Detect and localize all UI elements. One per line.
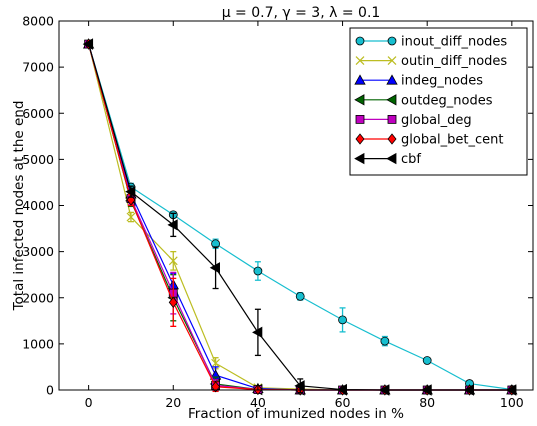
legend-label: global_deg — [401, 113, 472, 128]
x-tick-label: 20 — [165, 395, 181, 410]
x-tick-label: 60 — [335, 395, 351, 410]
data-point — [126, 212, 136, 222]
legend-marker — [355, 133, 365, 145]
data-point — [211, 381, 221, 393]
y-tick-label: 0 — [46, 383, 54, 398]
legend-item-outdeg_nodes: outdeg_nodes — [354, 93, 493, 108]
y-tick-label: 4000 — [22, 198, 54, 213]
y-tick-label: 6000 — [22, 106, 54, 121]
legend-box — [349, 27, 528, 176]
chart-title: μ = 0.7, γ = 3, λ = 0.1 — [222, 5, 381, 21]
legend-marker — [355, 115, 365, 124]
axes: 0 20 40 60 80 1000100020003000400050006000700… — [22, 14, 533, 410]
x-tick-label: 80 — [419, 395, 435, 410]
data-point — [338, 315, 347, 325]
data-point — [295, 291, 305, 301]
legend-marker — [387, 115, 397, 124]
legend-marker — [354, 74, 366, 85]
legend-item-outin_diff_nodes: outin_diff_nodes — [355, 54, 507, 69]
y-tick-label: 8000 — [22, 14, 54, 29]
y-tick-label: 2000 — [22, 290, 54, 305]
data-point — [125, 185, 136, 198]
data-point — [253, 266, 263, 276]
legend-item-indeg_nodes: indeg_nodes — [354, 74, 483, 89]
y-tick-label: 1000 — [22, 336, 54, 351]
legend-marker — [386, 94, 397, 106]
data-point — [294, 380, 305, 392]
data-point — [82, 38, 94, 50]
data-point — [209, 262, 220, 274]
x-tick-label: 40 — [250, 395, 266, 410]
x-tick-label: 0 — [85, 395, 93, 410]
y-tick-label: 5000 — [22, 152, 54, 167]
y-tick-label: 7000 — [22, 60, 54, 75]
legend-item-inout_diff_nodes: inout_diff_nodes — [355, 35, 507, 50]
data-point — [168, 296, 178, 309]
legend-marker — [354, 94, 365, 106]
legend-marker — [387, 133, 397, 145]
y-axis-title: Total infected nodes at the end — [11, 101, 27, 312]
legend-marker — [386, 152, 397, 165]
legend-item-global_deg: global_deg — [355, 113, 472, 128]
data-point — [167, 219, 178, 231]
legend-label: outin_diff_nodes — [401, 54, 507, 69]
legend-label: inout_diff_nodes — [401, 35, 507, 50]
legend-item-global_bet_cent: global_bet_cent — [355, 133, 503, 148]
legend-marker — [386, 74, 398, 85]
x-tick-label: 100 — [500, 395, 524, 410]
legend-marker — [355, 36, 365, 46]
legend-item-cbf: cbf — [354, 152, 421, 167]
legend: inout_diff_nodes outin_diff_nodes indeg_no… — [349, 27, 528, 176]
data-point — [422, 356, 432, 365]
y-tick-label: 3000 — [22, 244, 54, 259]
legend-marker — [387, 36, 397, 46]
x-axis-title: Fraction of imunized nodes in % — [188, 406, 404, 422]
legend-label: global_bet_cent — [401, 133, 503, 148]
legend-marker — [355, 56, 365, 66]
legend-label: indeg_nodes — [401, 74, 483, 89]
legend-marker — [354, 152, 365, 165]
data-point — [380, 336, 390, 346]
data-point — [168, 256, 178, 266]
data-point — [211, 358, 221, 368]
legend-marker — [387, 56, 397, 66]
data-point — [252, 326, 263, 339]
legend-label: outdeg_nodes — [401, 93, 493, 108]
legend-label: cbf — [401, 152, 421, 167]
